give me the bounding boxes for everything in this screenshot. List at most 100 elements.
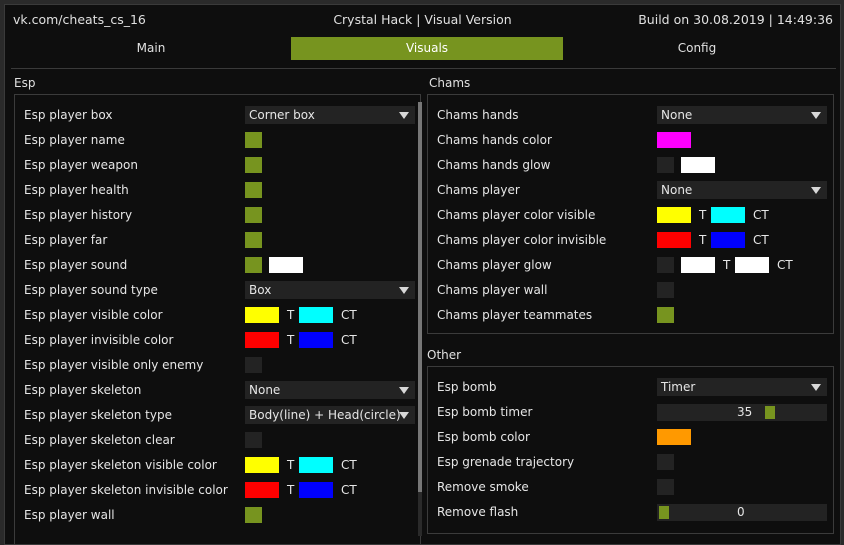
chams-hands-label: Chams hands	[437, 108, 519, 122]
chams-player-label: Chams player	[437, 183, 520, 197]
esp-bomb-color-color-swatch[interactable]	[657, 429, 691, 445]
chams-player-dropdown-value: None	[661, 183, 693, 197]
chams-hands-glow-checkbox[interactable]	[657, 157, 674, 173]
tab-main[interactable]: Main	[136, 41, 166, 55]
chevron-down-icon	[811, 187, 821, 194]
esp-player-weapon-checkbox[interactable]	[245, 157, 262, 173]
esp-bomb-timer-row: Esp bomb timer 35	[428, 402, 833, 422]
esp-player-wall-label: Esp player wall	[24, 508, 115, 522]
chams-hands-color-color-swatch[interactable]	[657, 132, 691, 148]
esp-player-skeleton-visible-color-ct-color-swatch[interactable]	[299, 457, 333, 473]
tab-config[interactable]: Config	[677, 41, 717, 55]
remove-smoke-checkbox[interactable]	[657, 479, 674, 495]
esp-bomb-dropdown[interactable]: Timer	[657, 378, 827, 396]
esp-player-visible-only-enemy-checkbox[interactable]	[245, 357, 262, 373]
esp-player-skeleton-visible-color-t-color-swatch[interactable]	[245, 457, 279, 473]
esp-scrollbar-thumb[interactable]	[418, 102, 422, 492]
esp-player-skeleton-type-dropdown[interactable]: Body(line) + Head(circle)	[245, 406, 415, 424]
esp-player-history-checkbox[interactable]	[245, 207, 262, 223]
chams-player-glow-ct-tag: CT	[777, 258, 793, 272]
chams-hands-color-row: Chams hands color	[428, 130, 833, 150]
chams-player-teammates-row: Chams player teammates	[428, 305, 833, 325]
esp-player-visible-color-t-color-swatch[interactable]	[245, 307, 279, 323]
chams-player-glow-checkbox[interactable]	[657, 257, 674, 273]
chams-player-color-invisible-t-color-swatch[interactable]	[657, 232, 691, 248]
chams-hands-dropdown-value: None	[661, 108, 693, 122]
chams-hands-glow-color-swatch[interactable]	[681, 157, 715, 173]
build-info: Build on 30.08.2019 | 14:49:36	[638, 12, 833, 27]
title-left: vk.com/cheats_cs_16	[13, 12, 146, 27]
esp-player-skeleton-visible-color-t-tag: T	[287, 458, 295, 472]
chams-player-glow-ct-color-swatch[interactable]	[735, 257, 769, 273]
esp-player-skeleton-invisible-color-ct-color-swatch[interactable]	[299, 482, 333, 498]
remove-smoke-label: Remove smoke	[437, 480, 529, 494]
esp-player-name-label: Esp player name	[24, 133, 125, 147]
chams-player-color-invisible-ct-color-swatch[interactable]	[711, 232, 745, 248]
esp-player-weapon-row: Esp player weapon	[15, 155, 420, 175]
tab-divider	[11, 68, 836, 69]
esp-player-box-dropdown[interactable]: Corner box	[245, 106, 415, 124]
remove-flash-slider-handle[interactable]	[659, 506, 669, 519]
esp-player-far-checkbox[interactable]	[245, 232, 262, 248]
esp-player-far-row: Esp player far	[15, 230, 420, 250]
esp-player-skeleton-invisible-color-t-color-swatch[interactable]	[245, 482, 279, 498]
cheat-menu-window: vk.com/cheats_cs_16 Crystal Hack | Visua…	[4, 4, 841, 545]
chams-hands-color-label: Chams hands color	[437, 133, 552, 147]
esp-grenade-trajectory-checkbox[interactable]	[657, 454, 674, 470]
esp-player-box-row: Esp player box Corner box	[15, 105, 420, 125]
remove-flash-slider-value: 0	[737, 505, 745, 519]
esp-player-skeleton-type-row: Esp player skeleton type Body(line) + Hea…	[15, 405, 420, 425]
chams-player-dropdown[interactable]: None	[657, 181, 827, 199]
title-bar[interactable]: vk.com/cheats_cs_16 Crystal Hack | Visua…	[5, 5, 840, 33]
esp-scrollbar[interactable]	[418, 102, 422, 536]
esp-player-skeleton-clear-label: Esp player skeleton clear	[24, 433, 175, 447]
esp-player-health-row: Esp player health	[15, 180, 420, 200]
chevron-down-icon	[811, 112, 821, 119]
esp-player-name-row: Esp player name	[15, 130, 420, 150]
chams-player-color-visible-t-tag: T	[699, 208, 707, 222]
esp-player-far-label: Esp player far	[24, 233, 108, 247]
esp-player-skeleton-dropdown[interactable]: None	[245, 381, 415, 399]
esp-player-skeleton-visible-color-ct-tag: CT	[341, 458, 357, 472]
esp-bomb-timer-slider[interactable]: 35	[657, 404, 827, 421]
esp-grenade-trajectory-label: Esp grenade trajectory	[437, 455, 575, 469]
chams-player-color-invisible-t-tag: T	[699, 233, 707, 247]
esp-player-sound-type-dropdown[interactable]: Box	[245, 281, 415, 299]
esp-bomb-timer-slider-handle[interactable]	[765, 406, 775, 419]
chams-player-wall-row: Chams player wall	[428, 280, 833, 300]
esp-player-sound-color-swatch[interactable]	[269, 257, 303, 273]
chams-player-glow-t-tag: T	[723, 258, 731, 272]
chams-player-teammates-checkbox[interactable]	[657, 307, 674, 323]
chams-player-wall-checkbox[interactable]	[657, 282, 674, 298]
esp-player-visible-color-ct-color-swatch[interactable]	[299, 307, 333, 323]
tab-visuals[interactable]: Visuals	[291, 37, 563, 60]
esp-player-invisible-color-label: Esp player invisible color	[24, 333, 174, 347]
chams-player-color-invisible-label: Chams player color invisible	[437, 233, 607, 247]
remove-flash-row: Remove flash 0	[428, 502, 833, 522]
esp-player-skeleton-invisible-color-t-tag: T	[287, 483, 295, 497]
esp-player-health-checkbox[interactable]	[245, 182, 262, 198]
esp-bomb-timer-label: Esp bomb timer	[437, 405, 533, 419]
chams-player-color-visible-label: Chams player color visible	[437, 208, 596, 222]
chevron-down-icon	[399, 412, 409, 419]
esp-player-weapon-label: Esp player weapon	[24, 158, 138, 172]
esp-player-sound-checkbox[interactable]	[245, 257, 262, 273]
chams-player-color-visible-ct-color-swatch[interactable]	[711, 207, 745, 223]
remove-flash-slider[interactable]: 0	[657, 504, 827, 521]
chams-player-color-visible-t-color-swatch[interactable]	[657, 207, 691, 223]
esp-player-invisible-color-ct-color-swatch[interactable]	[299, 332, 333, 348]
esp-player-visible-color-t-tag: T	[287, 308, 295, 322]
esp-player-name-checkbox[interactable]	[245, 132, 262, 148]
esp-player-invisible-color-ct-tag: CT	[341, 333, 357, 347]
esp-player-skeleton-clear-checkbox[interactable]	[245, 432, 262, 448]
esp-player-box-label: Esp player box	[24, 108, 113, 122]
esp-bomb-dropdown-value: Timer	[661, 380, 696, 394]
esp-player-sound-type-row: Esp player sound type Box	[15, 280, 420, 300]
esp-player-wall-checkbox[interactable]	[245, 507, 262, 523]
chams-hands-dropdown[interactable]: None	[657, 106, 827, 124]
esp-player-visible-only-enemy-row: Esp player visible only enemy	[15, 355, 420, 375]
esp-grenade-trajectory-row: Esp grenade trajectory	[428, 452, 833, 472]
esp-player-invisible-color-t-color-swatch[interactable]	[245, 332, 279, 348]
esp-player-sound-label: Esp player sound	[24, 258, 128, 272]
chams-player-glow-t-color-swatch[interactable]	[681, 257, 715, 273]
